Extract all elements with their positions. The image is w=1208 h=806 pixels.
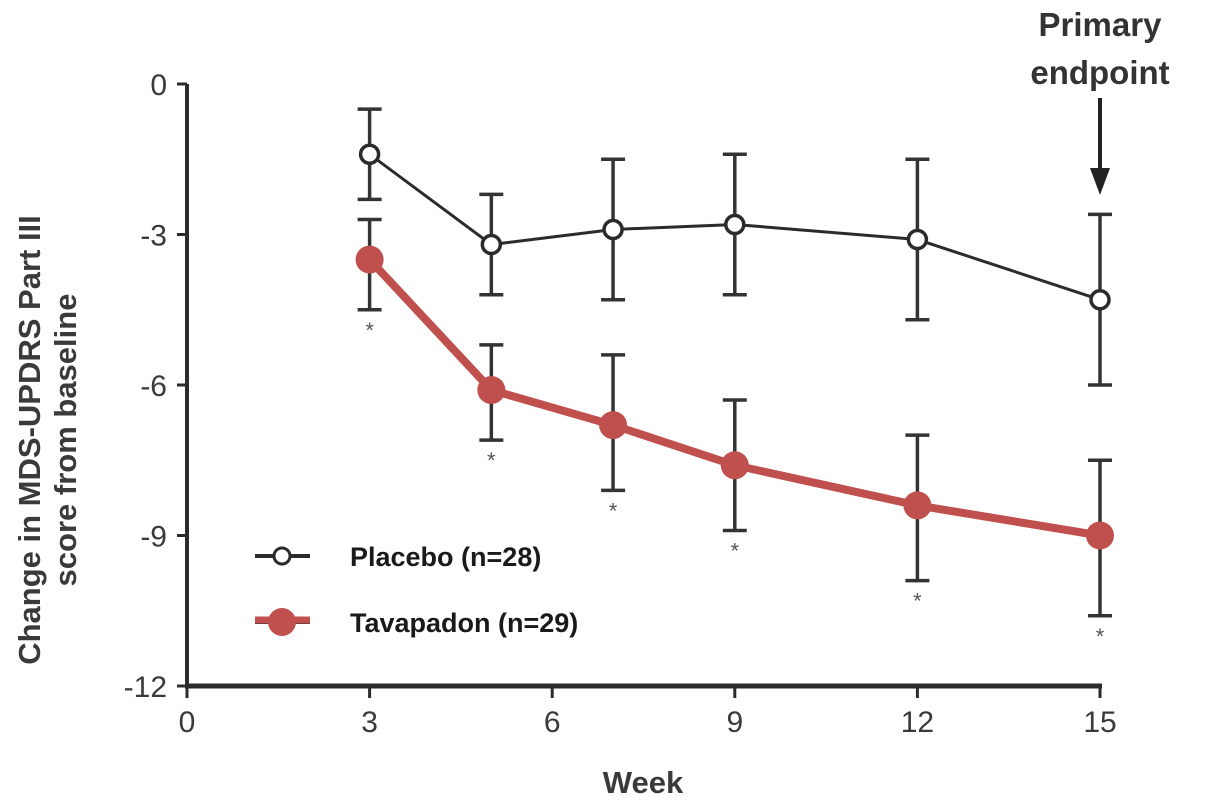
y-tick-label: -3 bbox=[140, 220, 167, 253]
line-placebo bbox=[368, 153, 1101, 302]
legend-marker-tavapadon bbox=[268, 608, 296, 636]
legend: Placebo (n=28) Tavapadon (n=29) bbox=[255, 542, 578, 638]
point-tavapadon bbox=[903, 491, 932, 520]
x-tick-label: 9 bbox=[726, 706, 743, 739]
series-placebo bbox=[357, 107, 1112, 387]
significance-marker: * bbox=[913, 589, 922, 614]
significance-marker: * bbox=[731, 538, 740, 563]
point-tavapadon bbox=[1086, 521, 1114, 550]
x-axis-title: Week bbox=[603, 765, 684, 800]
y-axis-title-line-1: Change in MDS-UPDRS Part III bbox=[12, 215, 47, 665]
arrow-down-icon bbox=[1090, 168, 1110, 195]
point-tavapadon bbox=[720, 451, 749, 480]
series-tavapadon: * * * * * * bbox=[355, 217, 1114, 649]
x-tick-label: 15 bbox=[1083, 706, 1116, 739]
y-tick-label: -9 bbox=[140, 521, 167, 554]
point-placebo bbox=[724, 213, 746, 236]
y-ticks: 0 -3 -6 -9 -12 bbox=[124, 69, 187, 704]
y-tick-label: -6 bbox=[140, 370, 167, 403]
legend-item-placebo: Placebo (n=28) bbox=[255, 542, 541, 572]
line-tavapadon bbox=[366, 256, 1101, 540]
annotation-line-1: Primary bbox=[1039, 6, 1163, 43]
y-axis-title: Change in MDS-UPDRS Part III score from … bbox=[12, 215, 83, 665]
y-tick-label: 0 bbox=[150, 69, 167, 102]
y-axis-title-line-2: score from baseline bbox=[48, 294, 83, 587]
x-tick-label: 12 bbox=[901, 706, 934, 739]
annotation-line-2: endpoint bbox=[1030, 54, 1169, 91]
series-layer: * * * * * * bbox=[355, 107, 1114, 649]
point-placebo bbox=[906, 228, 929, 251]
significance-marker: * bbox=[609, 498, 618, 523]
significance-marker: * bbox=[487, 448, 496, 473]
x-tick-label: 0 bbox=[179, 706, 196, 739]
significance-marker: * bbox=[1096, 624, 1105, 649]
legend-item-tavapadon: Tavapadon (n=29) bbox=[255, 608, 578, 638]
x-tick-label: 3 bbox=[361, 706, 378, 739]
legend-label-placebo: Placebo (n=28) bbox=[350, 542, 541, 572]
x-tick-label: 6 bbox=[544, 706, 561, 739]
point-placebo bbox=[480, 233, 503, 256]
point-placebo bbox=[1089, 288, 1111, 311]
point-placebo bbox=[602, 218, 624, 241]
primary-endpoint-annotation: Primary endpoint bbox=[1030, 6, 1170, 195]
legend-marker-placebo bbox=[272, 546, 292, 566]
y-tick-label: -12 bbox=[124, 671, 167, 704]
axes bbox=[185, 84, 1102, 689]
point-tavapadon bbox=[599, 411, 628, 440]
legend-label-tavapadon: Tavapadon (n=29) bbox=[350, 608, 578, 638]
significance-marker: * bbox=[365, 318, 374, 343]
point-placebo bbox=[358, 143, 381, 165]
point-tavapadon bbox=[477, 376, 506, 405]
x-ticks: 0 3 6 9 12 15 bbox=[179, 686, 1117, 739]
point-tavapadon bbox=[355, 245, 384, 274]
